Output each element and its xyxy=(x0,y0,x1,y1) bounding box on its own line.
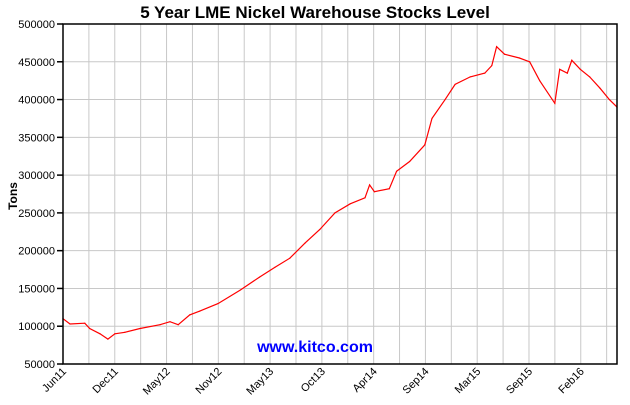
data-point xyxy=(608,98,611,101)
data-point xyxy=(484,72,486,74)
y-tick-label: 450000 xyxy=(18,57,55,69)
data-point xyxy=(395,170,398,172)
data-point xyxy=(388,188,390,190)
data-point xyxy=(177,324,179,326)
data-point xyxy=(217,302,219,305)
data-point xyxy=(599,87,601,89)
x-tick-label: May13 xyxy=(244,366,276,398)
x-tick-label: Sep15 xyxy=(504,366,535,397)
data-point xyxy=(107,338,109,340)
data-point xyxy=(139,327,141,330)
series-line xyxy=(62,45,618,340)
y-tick-label: 300000 xyxy=(18,170,55,182)
y-tick-label: 350000 xyxy=(18,132,55,144)
data-point xyxy=(539,80,541,82)
x-axis: Jun11 Dec11 May12 Nov12 May13 Oct13 Apr14 Sep14… xyxy=(40,366,587,398)
data-point xyxy=(89,327,91,330)
y-axis: 50000 100000 150000 200000 250000 300000 35000… xyxy=(18,19,63,371)
data-point xyxy=(444,98,446,101)
data-point xyxy=(431,117,433,120)
y-tick-label: 200000 xyxy=(18,246,55,258)
data-point xyxy=(99,333,101,335)
grid xyxy=(62,23,617,365)
data-point xyxy=(579,68,581,70)
data-point xyxy=(364,197,366,199)
y-tick-label: 250000 xyxy=(18,208,55,220)
data-point xyxy=(84,322,86,324)
x-tick-label: Sep14 xyxy=(401,366,432,397)
data-point xyxy=(199,310,201,312)
x-tick-label: Apr14 xyxy=(351,366,380,395)
data-point xyxy=(289,257,291,259)
data-point xyxy=(424,144,426,146)
data-point xyxy=(239,289,241,291)
data-point xyxy=(274,266,276,268)
data-point xyxy=(319,228,321,231)
data-point xyxy=(408,160,411,163)
data-point xyxy=(368,184,371,186)
data-point xyxy=(334,212,336,214)
data-point xyxy=(503,53,506,55)
data-point xyxy=(304,242,306,244)
data-point xyxy=(159,324,161,326)
y-tick-label: 400000 xyxy=(18,95,55,107)
y-tick-label: 500000 xyxy=(18,19,55,31)
x-tick-label: Feb16 xyxy=(556,366,587,397)
x-tick-label: Nov12 xyxy=(193,366,224,397)
plot-frame xyxy=(62,23,618,365)
series xyxy=(62,45,618,340)
data-point xyxy=(349,203,351,205)
data-point xyxy=(169,321,171,323)
data-point xyxy=(491,64,493,67)
x-tick-label: Mar15 xyxy=(453,366,484,397)
data-point xyxy=(518,57,520,59)
data-point xyxy=(189,314,191,316)
y-tick-label: 150000 xyxy=(18,283,55,295)
data-point xyxy=(529,61,531,63)
data-point xyxy=(258,276,261,278)
x-tick-label: Dec11 xyxy=(91,366,121,396)
chart-title: 5 Year LME Nickel Warehouse Stocks Level xyxy=(140,3,490,22)
watermark: www.kitco.com xyxy=(256,339,373,356)
data-point xyxy=(589,76,591,78)
data-point xyxy=(69,323,71,325)
x-tick-label: May12 xyxy=(141,366,173,398)
data-point xyxy=(114,333,116,335)
data-point xyxy=(571,59,573,61)
y-axis-label: Tons xyxy=(6,182,20,210)
y-tick-label: 50000 xyxy=(24,359,55,371)
data-point xyxy=(469,76,471,78)
y-tick-label: 100000 xyxy=(18,321,55,333)
data-point xyxy=(554,102,556,104)
data-point xyxy=(559,68,561,70)
data-point xyxy=(496,46,498,48)
data-point xyxy=(454,83,456,86)
data-point xyxy=(373,191,376,193)
data-point xyxy=(124,331,126,333)
x-tick-label: Oct13 xyxy=(299,366,328,395)
data-point xyxy=(566,72,568,74)
